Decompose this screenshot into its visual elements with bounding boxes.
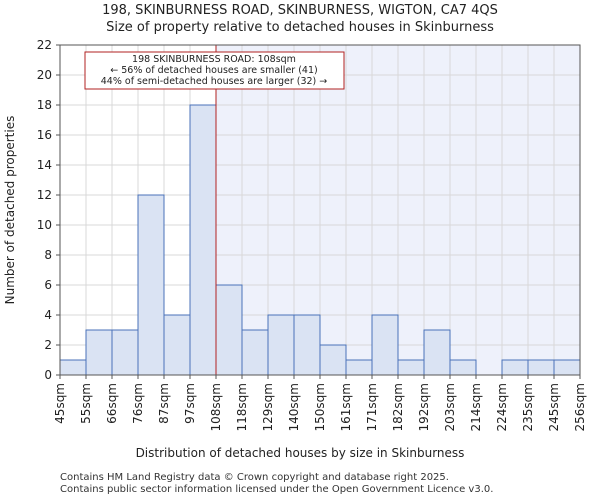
y-tick-label: 0 — [44, 368, 52, 382]
y-tick-label: 4 — [44, 308, 52, 322]
bar — [189, 104, 217, 376]
y-tick-label: 10 — [37, 218, 52, 232]
annotation-line-2: ← 56% of detached houses are smaller (41… — [110, 65, 317, 76]
x-tick-label: 161sqm — [339, 383, 353, 431]
y-tick-label: 16 — [37, 128, 52, 142]
bar — [163, 314, 191, 376]
chart-subtitle: Size of property relative to detached ho… — [106, 20, 494, 35]
x-tick-label: 140sqm — [287, 383, 301, 431]
bar — [293, 314, 321, 376]
x-tick-label: 256sqm — [573, 383, 587, 431]
x-tick-label: 214sqm — [469, 383, 483, 431]
x-tick-label: 203sqm — [443, 383, 457, 431]
bar — [527, 359, 555, 376]
bar — [59, 359, 87, 376]
x-axis-label: Distribution of detached houses by size … — [136, 446, 465, 460]
bar — [449, 359, 477, 376]
x-tick-label: 182sqm — [391, 383, 405, 431]
bar — [397, 359, 425, 376]
y-tick-label: 18 — [37, 98, 52, 112]
footer-line-2: Contains public sector information licen… — [60, 484, 494, 495]
annotation-box — [84, 51, 345, 90]
x-tick-label: 108sqm — [209, 383, 223, 431]
footer-line-1: Contains HM Land Registry data © Crown c… — [60, 472, 449, 483]
bar — [319, 344, 347, 376]
x-tick-label: 45sqm — [53, 383, 67, 424]
x-tick-label: 171sqm — [365, 383, 379, 431]
bar — [345, 359, 373, 376]
bar — [267, 314, 295, 376]
bar — [85, 329, 113, 376]
x-tick-label: 118sqm — [235, 383, 249, 431]
x-tick-label: 245sqm — [547, 383, 561, 431]
x-tick-label: 55sqm — [79, 383, 93, 424]
y-tick-label: 2 — [44, 338, 52, 352]
y-tick-label: 14 — [37, 158, 52, 172]
x-tick-label: 192sqm — [417, 383, 431, 431]
x-tick-label: 66sqm — [105, 383, 119, 424]
bar — [371, 314, 399, 376]
x-tick-label: 150sqm — [313, 383, 327, 431]
chart-title: 198, SKINBURNESS ROAD, SKINBURNESS, WIGT… — [102, 3, 498, 18]
y-tick-label: 8 — [44, 248, 52, 262]
x-tick-label: 235sqm — [521, 383, 535, 431]
x-tick-label: 224sqm — [495, 383, 509, 431]
bar — [501, 359, 529, 376]
x-tick-label: 129sqm — [261, 383, 275, 431]
x-tick-label: 76sqm — [131, 383, 145, 424]
y-tick-label: 20 — [37, 68, 52, 82]
bar — [553, 359, 581, 376]
y-tick-label: 12 — [37, 188, 52, 202]
bar — [423, 329, 451, 376]
bar — [137, 194, 165, 376]
bar — [241, 329, 269, 376]
annotation-line-1: 198 SKINBURNESS ROAD: 108sqm — [132, 54, 296, 65]
y-tick-label: 22 — [37, 38, 52, 52]
x-tick-label: 97sqm — [183, 383, 197, 424]
y-tick-label: 6 — [44, 278, 52, 292]
annotation-line-3: 44% of semi-detached houses are larger (… — [101, 76, 328, 87]
bar — [111, 329, 139, 376]
bar — [215, 284, 243, 376]
y-axis-label: Number of detached properties — [3, 116, 17, 305]
x-tick-label: 87sqm — [157, 383, 171, 424]
